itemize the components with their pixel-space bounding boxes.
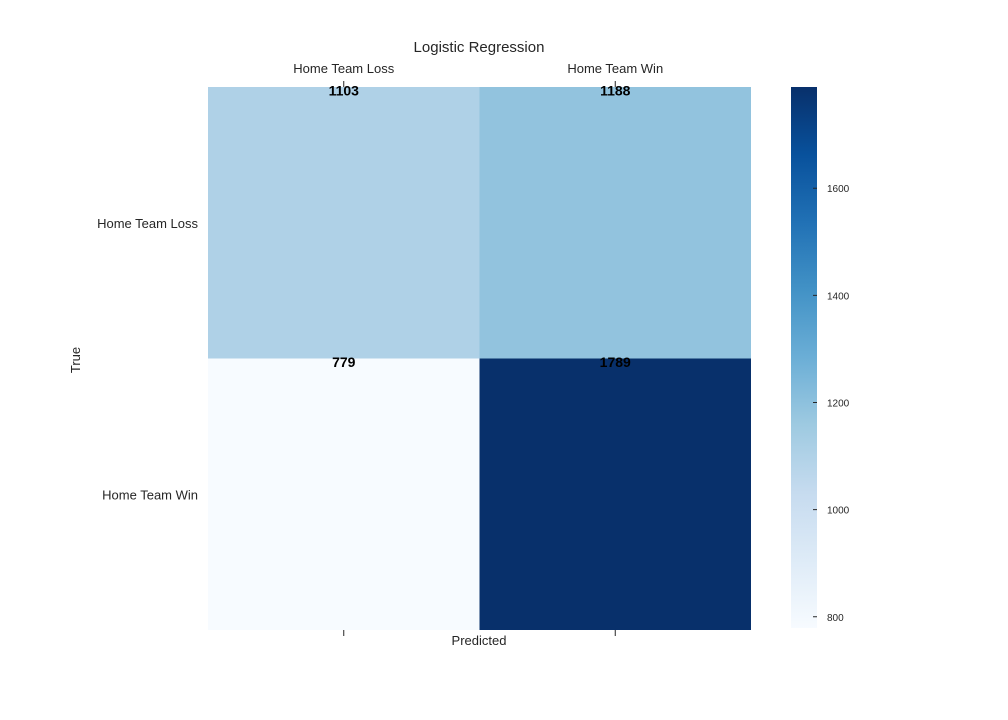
colorbar-tick-label: 1400 (827, 291, 850, 302)
cell-value-label-1-1: 1789 (600, 354, 631, 370)
y-tick-label: Home Team Win (102, 488, 198, 503)
colorbar-tick-label: 800 (827, 613, 844, 624)
x-tick-label: Home Team Win (567, 61, 663, 76)
cell-value-label-0-1: 1188 (600, 82, 631, 98)
colorbar (791, 87, 817, 628)
y-axis-label: True (68, 347, 83, 373)
x-axis-ticks: Home Team Loss Home Team Win (293, 61, 663, 636)
cell-value-label-1-0: 779 (332, 354, 356, 370)
heatmap-cell-1-1 (479, 358, 751, 630)
x-tick-label: Home Team Loss (293, 61, 394, 76)
heatmap-cells: 1103 1188 779 1789 (208, 82, 751, 630)
colorbar-tick-label: 1200 (827, 398, 850, 409)
y-tick-label: Home Team Loss (97, 216, 198, 231)
colorbar-ticks: 800 1000 1200 1400 1600 (813, 184, 850, 624)
y-axis-ticks: Home Team Loss Home Team Win (97, 216, 198, 503)
heatmap-cell-1-0 (208, 358, 480, 630)
cell-value-label-0-0: 1103 (329, 82, 360, 98)
chart-title: Logistic Regression (414, 39, 545, 56)
heatmap-cell-0-0 (208, 87, 480, 359)
heatmap-cell-0-1 (479, 87, 751, 359)
colorbar-tick-label: 1600 (827, 184, 850, 195)
x-axis-label: Predicted (452, 633, 507, 648)
colorbar-tick-label: 1000 (827, 506, 850, 517)
